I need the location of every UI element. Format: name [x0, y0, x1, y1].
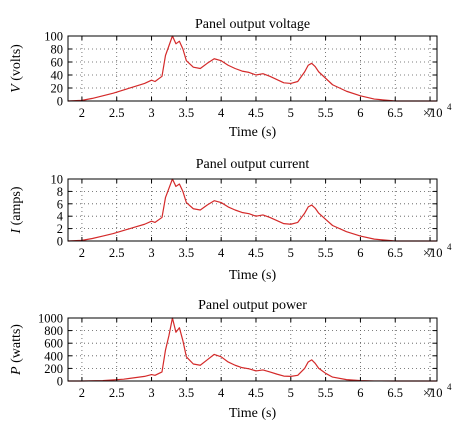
x-multiplier: ×10: [423, 106, 443, 120]
x-tick-label: 6.5: [387, 386, 403, 400]
x-tick-label: 7: [427, 106, 433, 120]
x-tick-label: 2.5: [109, 386, 125, 400]
y-tick-label: 0: [57, 375, 63, 389]
y-axis-unit: (volts): [9, 44, 24, 81]
x-tick-label: 3: [148, 106, 154, 120]
x-tick-label: 3.5: [179, 246, 195, 260]
x-tick-label: 7: [427, 386, 433, 400]
y-tick-label: 0: [57, 235, 63, 249]
y-tick-label: 800: [44, 324, 63, 338]
x-tick-label: 6.5: [387, 246, 403, 260]
x-tick-label: 2: [79, 386, 85, 400]
x-tick-label: 6: [357, 246, 363, 260]
x-multiplier-exponent: 4: [447, 382, 452, 392]
series-line: [67, 178, 437, 242]
x-tick-label: 5: [288, 386, 294, 400]
x-tick-label: 2.5: [109, 106, 125, 120]
y-axis-label: V (volts): [9, 44, 24, 93]
chart-panel-1: Panel output voltage 2 2.5 3 3.5 4 4.5 5 5.5 6 6.5…: [9, 17, 452, 140]
chart-title: Panel output power: [198, 298, 307, 313]
x-multiplier: ×10: [423, 386, 443, 400]
y-tick-label: 0: [57, 95, 63, 109]
chart-title: Panel output current: [196, 157, 310, 172]
y-tick-label: 200: [44, 362, 63, 376]
x-tick-label: 4: [218, 106, 225, 120]
y-axis-variable: I: [9, 228, 24, 235]
x-tick-label: 4: [218, 246, 225, 260]
x-tick-label: 3: [148, 386, 154, 400]
chart-panel-3: Panel output power 2 2.5 3 3.5 4 4.5 5 5.5 6 6.5 7 0…: [9, 298, 452, 421]
y-tick-label: 20: [51, 82, 64, 96]
y-axis-variable: P: [9, 366, 24, 376]
y-tick-label: 2: [57, 222, 63, 236]
x-multiplier-exponent: 4: [447, 102, 452, 112]
y-tick-label: 600: [44, 337, 63, 351]
x-multiplier: ×10: [423, 246, 443, 260]
y-axis-variable: V: [9, 83, 24, 93]
y-axis-unit: (amps): [9, 186, 24, 225]
plot-frame: [67, 35, 438, 102]
y-axis-unit: (watts): [9, 324, 24, 363]
y-tick-label: 400: [44, 349, 63, 363]
x-tick-label: 4.5: [248, 246, 264, 260]
y-tick-label: 10: [51, 173, 64, 187]
plot-frame: [67, 317, 438, 382]
x-axis-label: Time (s): [229, 406, 277, 421]
plot-frame: [67, 178, 438, 242]
x-tick-label: 7: [427, 246, 433, 260]
series-line: [68, 317, 437, 382]
x-tick-label: 6: [357, 106, 363, 120]
x-tick-label: 6: [357, 386, 363, 400]
x-axis-label: Time (s): [229, 125, 277, 140]
x-tick-label: 3.5: [179, 386, 195, 400]
x-tick-label: 2: [79, 246, 85, 260]
y-tick-label: 6: [57, 197, 63, 211]
x-tick-label: 5: [288, 246, 294, 260]
x-tick-label: 4.5: [248, 106, 264, 120]
x-tick-label: 5.5: [318, 246, 334, 260]
y-axis-label: I (amps): [9, 186, 24, 234]
x-tick-label: 2.5: [109, 246, 125, 260]
x-axis-label: Time (s): [229, 268, 277, 283]
chart-panel-2: Panel output current 2 2.5 3 3.5 4 4.5 5 5.5 6 6.5…: [9, 157, 452, 283]
x-tick-label: 3: [148, 246, 154, 260]
y-tick-label: 40: [51, 69, 64, 83]
series-line: [67, 35, 437, 102]
y-tick-label: 1000: [38, 312, 63, 326]
x-tick-label: 6.5: [387, 106, 403, 120]
x-tick-label: 4.5: [248, 386, 264, 400]
y-tick-label: 8: [57, 185, 63, 199]
y-tick-label: 80: [51, 43, 64, 57]
x-tick-label: 3.5: [179, 106, 195, 120]
x-tick-label: 5.5: [318, 386, 334, 400]
x-tick-label: 2: [79, 106, 85, 120]
x-multiplier-exponent: 4: [447, 242, 452, 252]
y-tick-label: 4: [57, 210, 64, 224]
chart-title: Panel output voltage: [195, 17, 310, 32]
x-tick-label: 5: [288, 106, 294, 120]
y-tick-label: 100: [44, 30, 63, 44]
x-tick-label: 4: [218, 386, 225, 400]
y-axis-label: P (watts): [9, 324, 24, 376]
y-tick-label: 60: [51, 56, 64, 70]
x-tick-label: 5.5: [318, 106, 334, 120]
